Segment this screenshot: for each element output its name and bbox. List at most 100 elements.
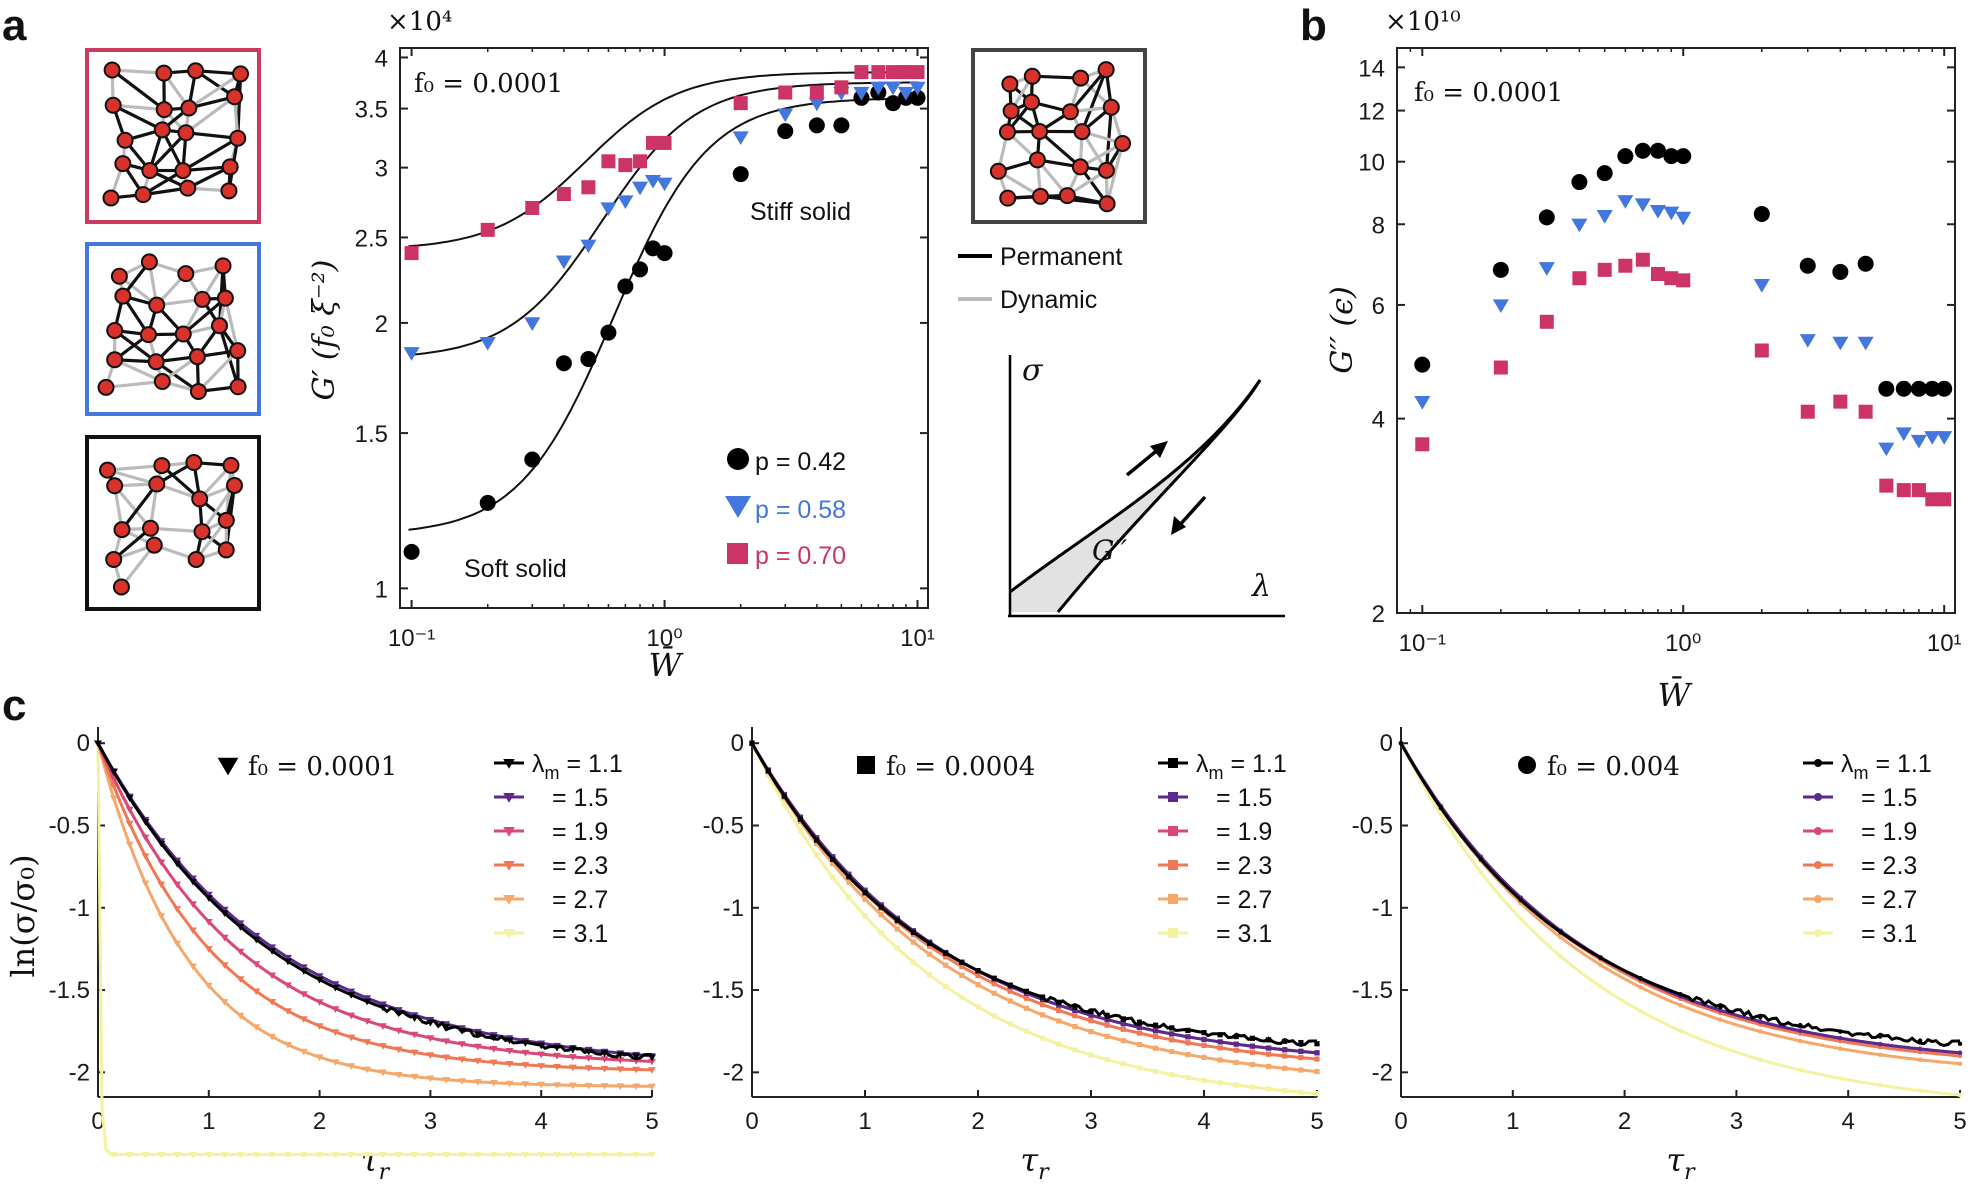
network-node [193, 523, 211, 541]
curve-marker [991, 1013, 997, 1019]
chart-c3-annotation: f₀ = 0.004 [1518, 752, 1680, 782]
network-node [97, 378, 115, 396]
curve-marker [1152, 1045, 1159, 1051]
curve-marker [331, 1151, 340, 1159]
curve-marker [1233, 1033, 1239, 1040]
curve-m31 [96, 743, 652, 1157]
curve-marker [1249, 1043, 1256, 1049]
chart-c1-xlabel: τr [361, 1141, 391, 1185]
network-box-p058-nodes [97, 253, 247, 400]
curve-marker [1598, 984, 1603, 989]
network-node [217, 511, 235, 529]
data-point-p070 [1911, 483, 1926, 498]
network-node [104, 96, 122, 114]
x-tick-label: 0 [1394, 1108, 1407, 1135]
curve-marker [1837, 1076, 1843, 1081]
legend-label: λm = 1.1 [1196, 750, 1287, 783]
network-node [232, 65, 250, 83]
y-tick-label: -1 [723, 895, 744, 922]
network-node [1002, 102, 1020, 120]
chart-c1-legend: λm = 1.1= 1.5 = 1.9 = 2.3 = 2.7 = 3.1 [494, 750, 623, 948]
legend-label-value: = 1.1 [1224, 750, 1287, 778]
curve-marker [959, 963, 965, 970]
curve-marker [568, 1064, 577, 1072]
curve-marker [394, 1151, 403, 1159]
hysteresis-inset: σ λ G′′ [1008, 353, 1285, 618]
y-tick-label: 1.5 [355, 421, 388, 448]
data-point-p042 [777, 123, 794, 140]
network-node [1023, 67, 1041, 85]
curve-marker [926, 940, 933, 946]
chart-a-annotation: f₀ = 0.0001 [414, 69, 563, 99]
network-node [155, 101, 173, 119]
y-tick-label: -1.5 [1352, 977, 1393, 1004]
loading-arrow [1125, 446, 1162, 477]
curve-m23 [96, 742, 653, 1072]
data-point-p058 [1753, 279, 1770, 293]
curve-marker [1007, 1021, 1013, 1027]
data-point-p058 [1617, 195, 1634, 209]
curve-marker [600, 1065, 609, 1073]
curve-marker [141, 819, 150, 826]
data-point-p042 [833, 117, 850, 134]
network-node [145, 536, 163, 554]
legend-label: = 2.3 [1861, 852, 1917, 880]
network-node [153, 373, 171, 391]
curve-marker [1072, 1007, 1078, 1013]
network-node [189, 382, 207, 400]
legend-label: = 2.3 [552, 852, 608, 880]
curve-marker [537, 1081, 546, 1089]
curve-marker [379, 1023, 387, 1030]
network-node [139, 326, 157, 344]
curve-marker [975, 982, 981, 988]
data-point-p058 [600, 202, 617, 217]
curve-marker [1314, 1041, 1320, 1047]
curve-marker [991, 990, 997, 996]
curve-marker [236, 1151, 245, 1159]
data-point-p058 [1936, 431, 1953, 445]
x-tick-label: 5 [645, 1108, 658, 1135]
legend-marker [1168, 792, 1178, 802]
legend-label-value: = 1.1 [1869, 750, 1932, 778]
data-point-p058 [479, 336, 496, 351]
data-point-p070 [1539, 314, 1554, 329]
data-point-p042 [732, 166, 749, 183]
data-point-p070 [1833, 394, 1848, 409]
curve-marker [1185, 1052, 1191, 1058]
curve-marker [268, 999, 277, 1006]
curve-marker [473, 1043, 482, 1051]
network-box-p042 [85, 435, 261, 611]
legend-marker [1814, 929, 1822, 937]
curve-marker [1056, 1007, 1062, 1013]
data-point-p070 [1415, 437, 1430, 452]
curve-marker [173, 940, 182, 948]
curve-marker [299, 968, 308, 975]
data-point-p070 [1879, 478, 1894, 493]
chart-a-scale-label: ×10⁴ [387, 7, 452, 37]
curve-marker [442, 1038, 451, 1046]
curve-marker [1185, 1040, 1191, 1046]
chart-a-ylabel: G′ (f₀ ξ⁻²) [307, 260, 342, 401]
curve-marker [379, 1004, 387, 1012]
curve-marker [458, 1027, 466, 1035]
curve-marker [1917, 1049, 1923, 1055]
curve-marker [797, 816, 804, 822]
network-node [148, 475, 166, 493]
data-point-p070 [733, 96, 748, 111]
curve-marker [1185, 1034, 1191, 1040]
curve-marker [394, 1071, 403, 1079]
curve-marker [1072, 1023, 1078, 1030]
x-tick-label: 10¹ [900, 625, 935, 652]
chart-b-xlabel: W̄ [1658, 676, 1694, 714]
network-node [174, 325, 192, 343]
data-point-p042 [1492, 261, 1509, 278]
curve-marker [943, 983, 949, 990]
curve-marker [1136, 1065, 1143, 1071]
network-node [989, 162, 1007, 180]
chart-c2-legend: λm = 1.1= 1.5 = 1.9 = 2.3 = 2.7 = 3.1 [1158, 750, 1287, 948]
curve-marker [125, 806, 134, 814]
network-box-p070 [85, 48, 261, 224]
curve-marker [363, 1039, 371, 1046]
data-point-p070 [1754, 343, 1769, 358]
legend-marker [503, 793, 515, 803]
